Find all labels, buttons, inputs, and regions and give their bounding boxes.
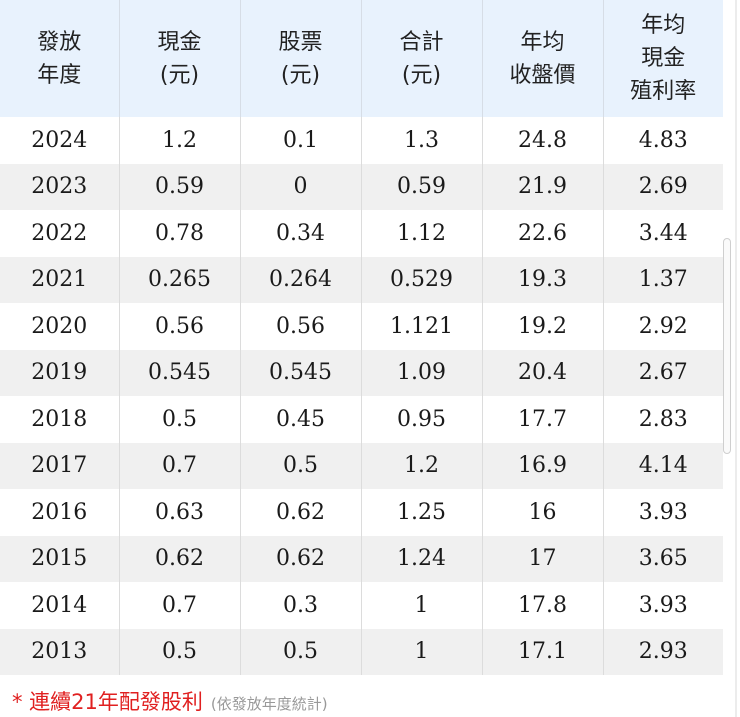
table-row: 2016 0.63 0.62 1.25 16 3.93 [0, 489, 723, 536]
cell-yield: 3.93 [603, 582, 723, 629]
cell-yield: 2.83 [603, 396, 723, 443]
table-row: 2020 0.56 0.56 1.121 19.2 2.92 [0, 303, 723, 350]
cell-yield: 2.93 [603, 628, 723, 675]
table-row: 2023 0.59 0 0.59 21.9 2.69 [0, 163, 723, 210]
cell-yield: 2.92 [603, 303, 723, 350]
cell-year: 2021 [0, 256, 120, 303]
cell-total: 1 [361, 628, 483, 675]
header-year: 發放 年度 [0, 0, 120, 117]
cell-stock: 0.62 [240, 489, 362, 536]
cell-stock: 0.45 [240, 396, 362, 443]
cell-avg-price: 16 [482, 489, 604, 536]
cell-year: 2022 [0, 210, 120, 257]
cell-avg-price: 24.8 [482, 117, 604, 164]
cell-cash: 0.7 [119, 442, 241, 489]
table-row: 2019 0.545 0.545 1.09 20.4 2.67 [0, 349, 723, 396]
cell-total: 1.2 [361, 442, 483, 489]
vertical-scrollbar-thumb[interactable] [723, 238, 731, 454]
table-row: 2014 0.7 0.3 1 17.8 3.93 [0, 582, 723, 629]
cell-total: 1 [361, 582, 483, 629]
cell-yield: 4.14 [603, 442, 723, 489]
header-avg-price: 年均 收盤價 [482, 0, 604, 117]
cell-total: 0.59 [361, 163, 483, 210]
cell-avg-price: 16.9 [482, 442, 604, 489]
header-yield: 年均 現金 殖利率 [603, 0, 723, 117]
cell-total: 0.529 [361, 256, 483, 303]
cell-cash: 0.63 [119, 489, 241, 536]
cell-avg-price: 17.7 [482, 396, 604, 443]
cell-total: 1.25 [361, 489, 483, 536]
cell-yield: 3.93 [603, 489, 723, 536]
cell-total: 0.95 [361, 396, 483, 443]
cell-avg-price: 17 [482, 535, 604, 582]
table-row: 2015 0.62 0.62 1.24 17 3.65 [0, 535, 723, 582]
cell-stock: 0.3 [240, 582, 362, 629]
cell-total: 1.09 [361, 349, 483, 396]
cell-year: 2017 [0, 442, 120, 489]
cell-yield: 1.37 [603, 256, 723, 303]
cell-stock: 0.1 [240, 117, 362, 164]
cell-stock: 0.5 [240, 628, 362, 675]
cell-avg-price: 21.9 [482, 163, 604, 210]
cell-avg-price: 17.8 [482, 582, 604, 629]
cell-stock: 0.34 [240, 210, 362, 257]
cell-yield: 3.44 [603, 210, 723, 257]
cell-year: 2015 [0, 535, 120, 582]
cell-cash: 0.5 [119, 396, 241, 443]
header-stock: 股票 (元) [240, 0, 362, 117]
footnote: * 連續21年配發股利 (依發放年度統計) [12, 686, 328, 716]
cell-year: 2020 [0, 303, 120, 350]
table-body: 2024 1.2 0.1 1.3 24.8 4.83 2023 0.59 0 0.59 21.9 2… [0, 117, 723, 675]
table-row: 2022 0.78 0.34 1.12 22.6 3.44 [0, 210, 723, 257]
table-row: 2024 1.2 0.1 1.3 24.8 4.83 [0, 117, 723, 164]
cell-total: 1.3 [361, 117, 483, 164]
table-row: 2018 0.5 0.45 0.95 17.7 2.83 [0, 396, 723, 443]
table-row: 2013 0.5 0.5 1 17.1 2.93 [0, 628, 723, 675]
table-header: 發放 年度 現金 (元) 股票 (元) 合計 (元) 年均 收盤價 年均 現金 殖利率 [0, 0, 723, 117]
cell-cash: 0.265 [119, 256, 241, 303]
cell-cash: 0.5 [119, 628, 241, 675]
cell-avg-price: 20.4 [482, 349, 604, 396]
cell-cash: 0.545 [119, 349, 241, 396]
cell-year: 2016 [0, 489, 120, 536]
footnote-dividend-streak: * 連續21年配發股利 [12, 690, 203, 714]
cell-yield: 4.83 [603, 117, 723, 164]
cell-stock: 0.264 [240, 256, 362, 303]
cell-cash: 0.78 [119, 210, 241, 257]
table-row: 2017 0.7 0.5 1.2 16.9 4.14 [0, 442, 723, 489]
cell-year: 2013 [0, 628, 120, 675]
cell-cash: 0.7 [119, 582, 241, 629]
cell-stock: 0.5 [240, 442, 362, 489]
table-row: 2021 0.265 0.264 0.529 19.3 1.37 [0, 256, 723, 303]
cell-total: 1.121 [361, 303, 483, 350]
cell-yield: 2.69 [603, 163, 723, 210]
cell-stock: 0 [240, 163, 362, 210]
cell-year: 2014 [0, 582, 120, 629]
header-total: 合計 (元) [361, 0, 483, 117]
cell-year: 2019 [0, 349, 120, 396]
cell-year: 2024 [0, 117, 120, 164]
cell-year: 2018 [0, 396, 120, 443]
cell-cash: 0.62 [119, 535, 241, 582]
cell-stock: 0.545 [240, 349, 362, 396]
cell-avg-price: 19.3 [482, 256, 604, 303]
cell-avg-price: 19.2 [482, 303, 604, 350]
cell-year: 2023 [0, 163, 120, 210]
dividend-table-container: 發放 年度 現金 (元) 股票 (元) 合計 (元) 年均 收盤價 年均 現金 殖利率 202… [0, 0, 723, 675]
cell-avg-price: 17.1 [482, 628, 604, 675]
cell-yield: 3.65 [603, 535, 723, 582]
dividend-history-table: 發放 年度 現金 (元) 股票 (元) 合計 (元) 年均 收盤價 年均 現金 殖利率 202… [0, 0, 723, 675]
cell-yield: 2.67 [603, 349, 723, 396]
cell-cash: 1.2 [119, 117, 241, 164]
header-cash: 現金 (元) [119, 0, 241, 117]
cell-stock: 0.62 [240, 535, 362, 582]
cell-total: 1.24 [361, 535, 483, 582]
page-edge-divider [735, 0, 737, 717]
cell-stock: 0.56 [240, 303, 362, 350]
footnote-note: (依發放年度統計) [210, 695, 328, 713]
cell-total: 1.12 [361, 210, 483, 257]
cell-avg-price: 22.6 [482, 210, 604, 257]
cell-cash: 0.56 [119, 303, 241, 350]
cell-cash: 0.59 [119, 163, 241, 210]
